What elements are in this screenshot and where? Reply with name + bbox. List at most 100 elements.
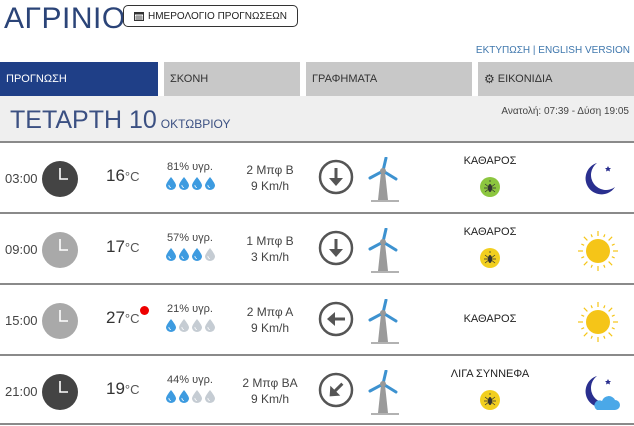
clock-icon (41, 231, 79, 274)
calendar-button-label: ΗΜΕΡΟΛΟΓΙΟ ΠΡΟΓΝΩΣΕΩΝ (147, 10, 287, 22)
wind: 1 Μπφ Β 3 Km/h (230, 233, 310, 265)
date-band (0, 96, 634, 141)
forecast-row: 21:00 19°C 44% υγρ. 2 Μπφ ΒΑ 9 Km/h ΛΙΓΑ … (0, 354, 634, 425)
condition: ΛΙΓΑ ΣΥΝΝΕΦΑ (420, 368, 560, 411)
temperature-value: 16 (106, 166, 125, 185)
wind-direction-arrow-icon (318, 372, 354, 413)
humidity-drop-icon (191, 177, 202, 193)
condition: ΚΑΘΑΡΟΣ (420, 313, 560, 325)
wind-direction-arrow-icon (318, 301, 354, 342)
moon-icon (575, 157, 621, 208)
time: 09:00 (5, 242, 38, 257)
humidity-drop-icon (178, 248, 189, 264)
mosquito-icon (420, 176, 560, 198)
gear-icon: ⚙ (484, 72, 495, 86)
tab-icons[interactable]: ⚙ ΕΙΚΟΝΙΔΙΑ (478, 62, 634, 96)
temperature-value: 27 (106, 308, 125, 327)
day-heading: ΤΕΤΑΡΤΗ 10 ΟΚΤΩΒΡΙΟΥ (10, 106, 231, 135)
humidity: 44% υγρ. (150, 374, 230, 406)
humidity-drop-icon (165, 177, 176, 193)
tab-label: ΓΡΑΦΗΜΑΤΑ (312, 73, 378, 85)
temperature-value: 19 (106, 379, 125, 398)
clock-icon (41, 160, 79, 203)
humidity-drop-icon (204, 177, 215, 193)
wind-beaufort: 2 Μπφ ΒΑ (242, 376, 298, 390)
temperature-unit: °C (124, 240, 140, 255)
wind: 2 Μπφ Β 9 Km/h (230, 162, 310, 194)
condition-text: ΚΑΘΑΡΟΣ (463, 313, 517, 325)
tab-label: ΠΡΟΓΝΩΣΗ (6, 73, 67, 85)
temperature: 27°C (106, 308, 140, 328)
humidity-value: 44% υγρ. (167, 374, 213, 386)
wind-turbine-icon (368, 298, 402, 350)
temperature-unit: °C (124, 382, 140, 397)
temperature-unit: °C (124, 169, 140, 184)
time: 15:00 (5, 313, 38, 328)
humidity-drop-icon (165, 390, 176, 406)
humidity-value: 57% υγρ. (167, 232, 213, 244)
link-separator: | (530, 45, 539, 56)
wind: 2 Μπφ Α 9 Km/h (230, 304, 310, 336)
humidity-drop-icon (178, 319, 189, 335)
sun-icon (575, 228, 621, 279)
month-name: ΟΚΤΩΒΡΙΟΥ (160, 117, 231, 131)
clock-icon (41, 302, 79, 345)
wind-direction-arrow-icon (318, 230, 354, 271)
humidity-drop-icon (204, 248, 215, 264)
wind-turbine-icon (368, 227, 402, 279)
wind-beaufort: 2 Μπφ Β (246, 163, 294, 177)
temperature: 17°C (106, 237, 140, 257)
wind-speed: 3 Km/h (250, 250, 289, 264)
humidity-drop-icon (165, 319, 176, 335)
clock-icon (41, 373, 79, 416)
condition: ΚΑΘΑΡΟΣ (420, 226, 560, 269)
humidity-drop-icon (178, 177, 189, 193)
sun-icon (575, 299, 621, 350)
wind-beaufort: 2 Μπφ Α (246, 305, 294, 319)
condition-text: ΚΑΘΑΡΟΣ (463, 155, 517, 167)
wind-turbine-icon (368, 156, 402, 208)
forecast-row: 09:00 17°C 57% υγρ. 1 Μπφ Β 3 Km/h ΚΑΘΑΡΟ… (0, 212, 634, 283)
condition: ΚΑΘΑΡΟΣ (420, 155, 560, 198)
wind-turbine-icon (368, 369, 402, 421)
humidity-drop-icon (165, 248, 176, 264)
wind: 2 Μπφ ΒΑ 9 Km/h (230, 375, 310, 407)
wind-speed: 9 Km/h (250, 179, 289, 193)
forecast-calendar-button[interactable]: ΗΜΕΡΟΛΟΓΙΟ ΠΡΟΓΝΩΣΕΩΝ (123, 5, 298, 27)
humidity-drop-icon (178, 390, 189, 406)
humidity: 57% υγρ. (150, 232, 230, 264)
forecast-row: 15:00 27°C 21% υγρ. 2 Μπφ Α 9 Km/h ΚΑΘΑΡΟ… (0, 283, 634, 354)
time: 21:00 (5, 384, 38, 399)
print-link[interactable]: ΕΚΤΥΠΩΣΗ (475, 45, 531, 56)
humidity-drop-icon (191, 390, 202, 406)
humidity-drop-icon (191, 248, 202, 264)
humidity-drop-icon (204, 319, 215, 335)
wind-speed: 9 Km/h (250, 321, 289, 335)
humidity: 81% υγρ. (150, 161, 230, 193)
humidity-drop-icon (191, 319, 202, 335)
sunrise-sunset: Ανατολή: 07:39 - Δύση 19:05 (501, 106, 629, 117)
temperature: 16°C (106, 166, 140, 186)
calendar-icon (133, 12, 144, 21)
wind-direction-arrow-icon (318, 159, 354, 200)
top-links: ΕΚΤΥΠΩΣΗ | ENGLISH VERSION (476, 45, 630, 56)
humidity-drop-icon (204, 390, 215, 406)
heat-alert-dot (140, 306, 149, 315)
time: 03:00 (5, 171, 38, 186)
tab-forecast[interactable]: ΠΡΟΓΝΩΣΗ (0, 62, 158, 96)
condition-text: ΚΑΘΑΡΟΣ (463, 226, 517, 238)
tab-dust[interactable]: ΣΚΟΝΗ (164, 62, 300, 96)
mosquito-icon (420, 389, 560, 411)
city-title: ΑΓΡΙΝΙΟ (4, 2, 126, 35)
humidity-value: 21% υγρ. (167, 303, 213, 315)
temperature-value: 17 (106, 237, 125, 256)
day-name: ΤΕΤΑΡΤΗ 10 (10, 106, 157, 134)
forecast-row: 03:00 16°C 81% υγρ. 2 Μπφ Β 9 Km/h ΚΑΘΑΡΟ… (0, 141, 634, 212)
english-version-link[interactable]: ENGLISH VERSION (538, 45, 630, 56)
condition-text: ΛΙΓΑ ΣΥΝΝΕΦΑ (450, 368, 530, 380)
temperature: 19°C (106, 379, 140, 399)
moon-cloud-icon (575, 370, 621, 421)
wind-speed: 9 Km/h (250, 392, 289, 406)
wind-beaufort: 1 Μπφ Β (246, 234, 294, 248)
tab-charts[interactable]: ΓΡΑΦΗΜΑΤΑ (306, 62, 472, 96)
